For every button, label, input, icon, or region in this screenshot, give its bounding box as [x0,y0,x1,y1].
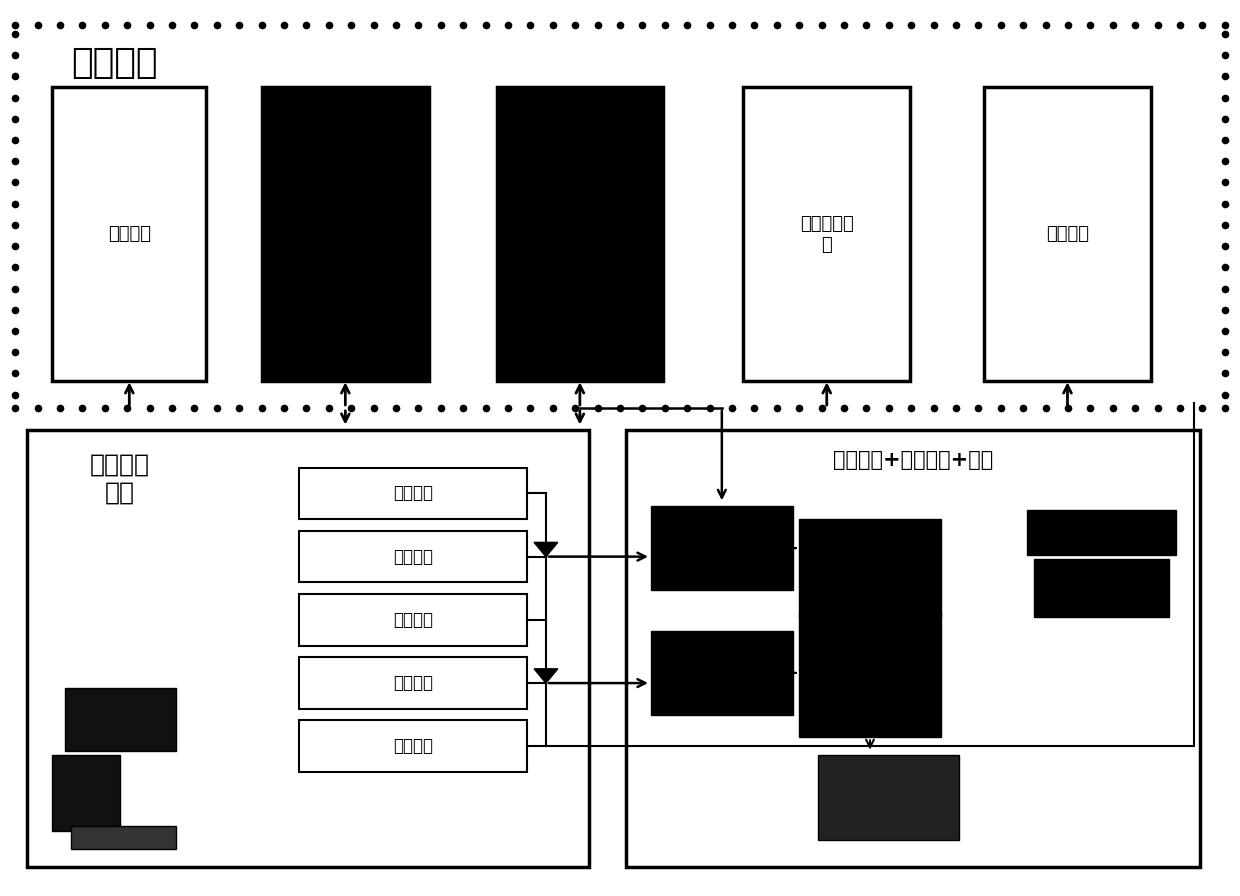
Bar [27,430,589,866]
Bar [262,88,429,381]
Bar [299,594,527,646]
Bar [651,506,792,590]
Text: 负载模块: 负载模块 [1047,225,1089,244]
Bar [299,468,527,520]
Bar [52,755,120,831]
Bar [64,688,176,751]
Bar [52,88,207,381]
Bar [299,720,527,772]
Bar [799,613,941,737]
Bar [744,88,910,381]
Bar [817,755,960,840]
Text: 振动信息: 振动信息 [393,674,433,692]
Bar [799,520,941,617]
Bar [299,658,527,709]
Polygon shape [534,668,558,683]
Text: 扭矩信息: 扭矩信息 [393,485,433,503]
Polygon shape [534,542,558,556]
Text: 在线测试
模块: 在线测试 模块 [91,452,150,504]
Bar [496,88,663,381]
Text: 在线仿真+实时运算+控制: 在线仿真+实时运算+控制 [833,450,993,470]
Bar [299,530,527,582]
Text: 位置信息: 位置信息 [393,737,433,755]
Text: 驱动模块: 驱动模块 [108,225,151,244]
Text: 加速信息: 加速信息 [393,547,433,565]
Text: 阻力信息: 阻力信息 [393,611,433,629]
Bar [626,430,1200,866]
Bar [71,826,176,849]
Text: 选、换挡电
机: 选、换挡电 机 [800,215,853,254]
Bar [1033,559,1169,617]
Bar [985,88,1151,381]
Bar [1028,511,1176,555]
Text: 台架模块: 台架模块 [71,46,157,80]
Bar [651,631,792,715]
